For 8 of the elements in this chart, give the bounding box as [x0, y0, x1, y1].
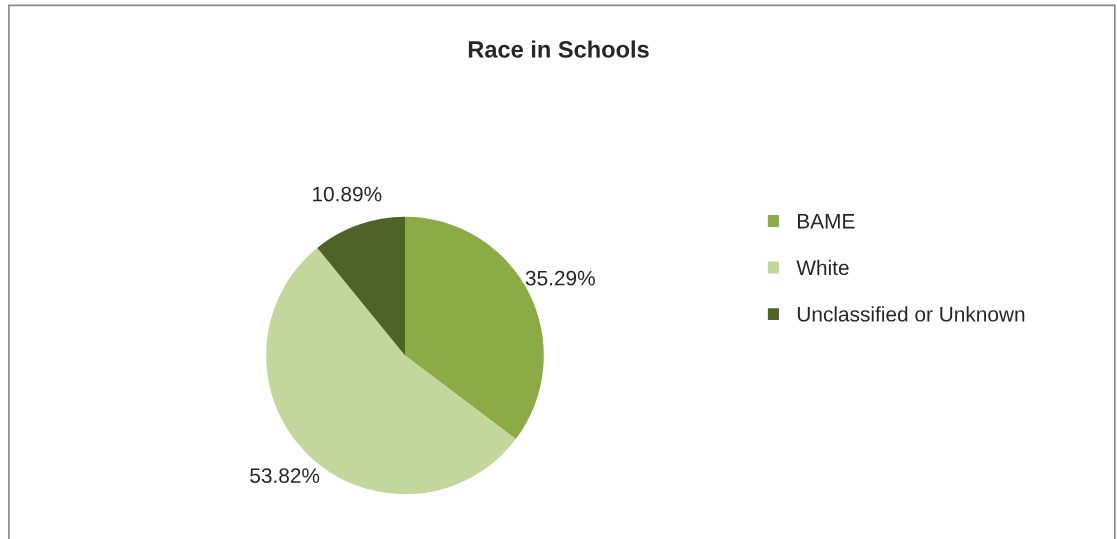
pie-slice — [317, 216, 405, 356]
data-label: 10.89% — [313, 186, 382, 202]
chart-title: Race in Schools — [468, 40, 649, 58]
data-label: 35.29% — [525, 270, 595, 286]
data-label: 53.82% — [250, 468, 320, 483]
legend-label: White — [796, 259, 849, 276]
legend-label: BAME — [798, 214, 855, 229]
legend-label: Unclassified or Unknown — [797, 306, 1025, 322]
